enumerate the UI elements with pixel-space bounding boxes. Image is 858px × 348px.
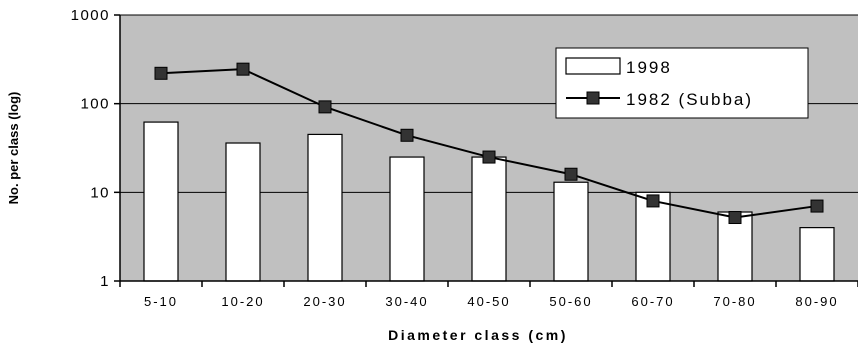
point-1982-50-60	[564, 167, 578, 181]
x-tick-label: 70-80	[713, 294, 756, 309]
point-1982-70-80	[728, 211, 742, 225]
y-axis-title: No. per class (log)	[6, 92, 21, 205]
bar-1998-40-50	[471, 156, 507, 282]
bar-1998-30-40	[389, 156, 425, 282]
point-1982-60-70	[646, 194, 660, 208]
y-tick-label-1: 10	[90, 184, 110, 201]
x-tick-label: 5-10	[144, 294, 178, 309]
bar-1998-50-60	[553, 181, 589, 282]
bar-1998-80-90	[799, 227, 835, 282]
legend-swatch-1998	[565, 57, 621, 75]
point-1982-80-90	[810, 199, 824, 213]
axes: 1 10 100 1000 5-10 10-20 20-30 30-40 40-50 50-60 6…	[71, 7, 858, 309]
y-tick-label-0: 1	[100, 273, 110, 290]
x-tick-label: 50-60	[549, 294, 592, 309]
point-1982-40-50	[482, 150, 496, 164]
x-tick-label: 20-30	[303, 294, 346, 309]
bars-1998	[143, 121, 835, 282]
point-1982-20-30	[318, 100, 332, 114]
point-1982-30-40	[400, 128, 414, 142]
x-axis-title: Diameter class (cm)	[388, 327, 568, 343]
bar-1998-10-20	[225, 142, 261, 282]
legend: 1998 1982 (Subba)	[555, 47, 809, 119]
legend-label-1982: 1982 (Subba)	[626, 90, 753, 109]
line-1982	[154, 62, 824, 225]
bar-1998-5-10	[143, 121, 179, 282]
point-1982-10-20	[236, 62, 250, 76]
bar-1998-20-30	[307, 133, 343, 282]
x-tick-label: 40-50	[467, 294, 510, 309]
legend-label-1998: 1998	[626, 58, 672, 77]
y-tick-label-2: 100	[80, 96, 110, 113]
legend-marker-1982	[586, 91, 600, 105]
point-1982-5-10	[154, 66, 168, 80]
x-tick-label: 80-90	[795, 294, 838, 309]
x-tick-label: 60-70	[631, 294, 674, 309]
y-tick-label-3: 1000	[71, 7, 110, 24]
x-tick-label: 30-40	[385, 294, 428, 309]
x-tick-label: 10-20	[221, 294, 264, 309]
